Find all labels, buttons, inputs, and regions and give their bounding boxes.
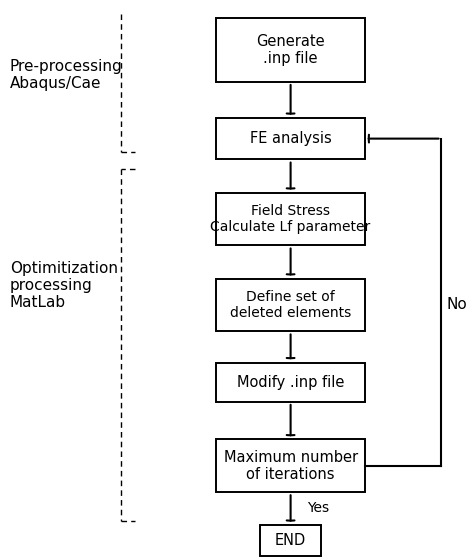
Text: Define set of
deleted elements: Define set of deleted elements xyxy=(230,290,351,320)
Text: Pre-processing
Abaqus/Cae: Pre-processing Abaqus/Cae xyxy=(10,59,122,91)
Text: FE analysis: FE analysis xyxy=(250,131,331,146)
Bar xyxy=(216,440,365,492)
Bar xyxy=(216,118,365,160)
Text: Maximum number
of iterations: Maximum number of iterations xyxy=(224,450,358,482)
Text: Yes: Yes xyxy=(307,501,329,515)
Bar xyxy=(216,363,365,402)
Bar xyxy=(216,193,365,245)
Bar xyxy=(260,525,321,556)
Text: Field Stress
Calculate Lf parameter: Field Stress Calculate Lf parameter xyxy=(210,204,371,234)
Text: END: END xyxy=(275,533,306,548)
Text: Modify .inp file: Modify .inp file xyxy=(237,375,344,390)
Text: No: No xyxy=(446,297,467,312)
Bar xyxy=(216,279,365,332)
Text: Generate
.inp file: Generate .inp file xyxy=(256,34,325,66)
Bar xyxy=(216,18,365,82)
Text: Optimitization
processing
MatLab: Optimitization processing MatLab xyxy=(10,260,118,310)
